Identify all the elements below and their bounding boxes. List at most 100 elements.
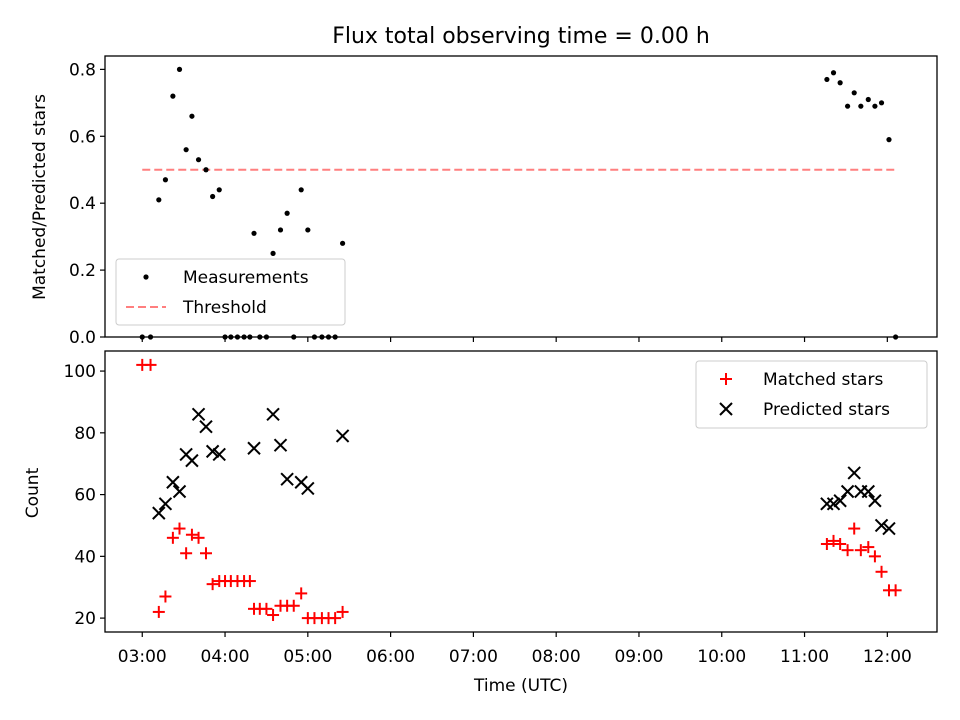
legend-measurements-label: Measurements [183,268,309,288]
bottom-x-tick-label: 10:00 [697,647,746,667]
predicted-star-point [301,481,315,496]
predicted-star-point-b [826,497,841,511]
measurement-point [878,100,885,106]
predicted-star-point [185,453,199,468]
predicted-star-point-b [273,438,288,452]
matched-star-point [820,537,833,550]
matched-star-point [185,528,198,541]
matched-star-point [889,584,902,597]
measurement-point [156,197,162,203]
predicted-star-point [861,484,875,499]
bottom-x-tick-label: 09:00 [614,647,663,667]
measurement-point [305,227,311,233]
bottom-y-tick-label: 20 [74,609,96,629]
measurement-point [162,177,169,183]
predicted-star-point [205,444,220,459]
legend-matched-label: Matched stars [763,370,883,390]
predicted-star-point [273,438,288,452]
predicted-star-point-b [191,407,206,422]
top-plot-frame [104,55,938,338]
x-axis-label: Time (UTC) [473,676,568,696]
top-y-tick-label: 0.8 [69,60,96,80]
predicted-star-point [335,429,350,443]
predicted-star-point [840,484,855,499]
matched-star-point [287,599,300,612]
matched-star-point [336,605,349,618]
top-y-tick-label: 0.4 [69,194,96,214]
legend-matched-marker [720,373,732,385]
matched-star-point [834,537,847,550]
bottom-plot-marks [136,358,902,625]
bottom-x-tick-label: 03:00 [118,647,167,667]
measurement-point [298,187,304,193]
predicted-star-point [847,466,861,480]
measurement-point [203,167,209,173]
predicted-star-point [152,506,166,520]
matched-star-point [841,544,854,557]
predicted-star-point [868,494,882,508]
measurement-point [851,90,857,96]
bottom-legend-box [695,360,928,429]
predicted-star-point-b [861,484,875,499]
predicted-star-point [874,518,889,533]
predicted-star-point [826,497,841,511]
measurement-point [865,96,871,103]
legend-predicted-label: Predicted stars [763,400,890,420]
predicted-star-point-b [266,407,280,422]
predicted-star-point [172,484,187,499]
predicted-star-point-b [158,497,173,511]
predicted-star-point-b [833,494,847,508]
top-y-tick-label: 0.2 [69,261,96,281]
bottom-y-tick-label: 80 [74,424,96,444]
predicted-star-point-b [280,472,294,486]
measurement-point [195,157,202,163]
predicted-star-point-b [152,506,166,520]
predicted-star-point [166,475,180,489]
measurement-point [886,137,892,143]
measurement-point [824,76,830,83]
predicted-star-point [266,407,280,422]
matched-star-point [199,547,212,560]
top-y-tick-label: 0.0 [69,328,96,348]
top-y-axis-label: Matched/Predicted stars [30,94,50,300]
bottom-x-tick-label: 07:00 [449,647,498,667]
matched-star-point [827,534,840,547]
measurement-point [176,66,183,72]
matched-star-point [848,522,861,535]
measurement-point [858,103,864,109]
measurement-point [251,230,257,236]
predicted-star-point [212,447,226,462]
predicted-star-point-b [335,429,350,443]
top-legend: Measurements Threshold [115,258,346,326]
matched-star-point [875,565,888,578]
top-chart-title: Flux total observing time = 0.00 h [332,24,710,49]
matched-star-point [868,550,881,563]
bottom-plot-frame [104,350,938,633]
predicted-star-point [882,521,896,536]
matched-star-point [862,541,875,554]
bottom-y-tick-label: 60 [74,486,96,506]
predicted-star-point-b [868,494,882,508]
predicted-star-point [158,497,173,511]
matched-star-point [180,547,193,560]
measurement-point [210,193,216,200]
matched-star-point [267,609,280,622]
legend-threshold-label: Threshold [182,298,267,318]
bottom-x-tick-label: 06:00 [366,647,415,667]
predicted-star-point-b [874,518,889,533]
bottom-x-tick-label: 04:00 [201,647,250,667]
predicted-star-point-b [301,481,315,496]
predicted-star-point-b [840,484,855,499]
bottom-x-tick-label: 08:00 [532,647,581,667]
matched-star-point [329,612,342,625]
matched-star-point [192,531,205,544]
predicted-star-point-b [185,453,199,468]
predicted-star-point-b [847,466,861,480]
bottom-legend: Matched stars Predicted stars [695,360,928,429]
matched-star-point [159,590,172,603]
measurement-point [170,93,176,99]
top-legend-box [115,258,346,326]
bottom-x-tick-label: 05:00 [283,647,332,667]
